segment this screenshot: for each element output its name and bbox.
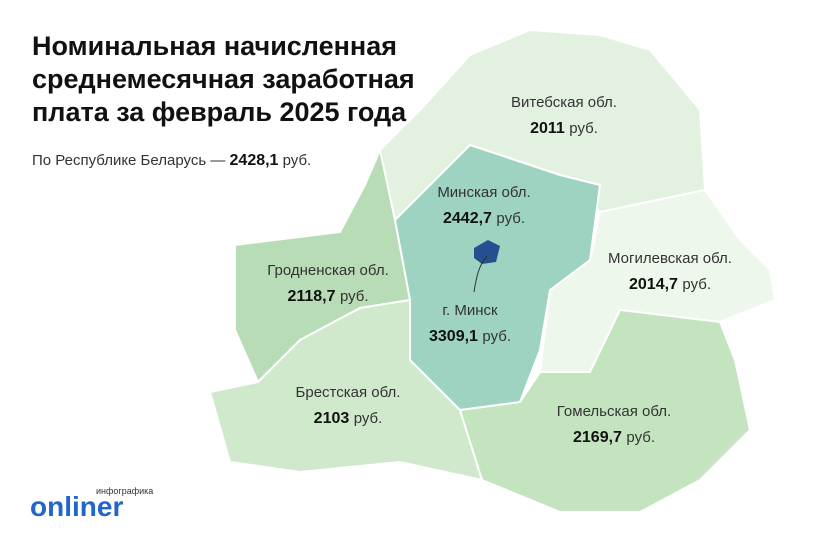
region-value: 2442,7	[443, 210, 492, 227]
region-value-line: 3309,1 руб.	[429, 328, 511, 345]
region-value-line: 2011 руб.	[530, 120, 598, 137]
region-value: 2103	[314, 410, 350, 427]
region-unit: руб.	[482, 328, 511, 345]
minsk-city	[474, 240, 500, 264]
region-name: Гомельская обл.	[557, 403, 671, 420]
region-value-line: 2014,7 руб.	[629, 276, 711, 293]
region-value-line: 2118,7 руб.	[287, 288, 368, 305]
region-unit: руб.	[569, 120, 598, 137]
region-unit: руб.	[682, 276, 711, 293]
subtitle-unit: руб.	[283, 152, 312, 169]
region-labels: Витебская обл. 2011 руб. Минская обл. 2442,…	[267, 94, 732, 446]
region-value-line: 2169,7 руб.	[573, 429, 655, 446]
region-value: 2014,7	[629, 276, 678, 293]
region-unit: руб.	[354, 410, 383, 427]
logo-caption: инфографика	[96, 486, 153, 496]
region-value: 2118,7	[287, 288, 335, 305]
region-value-line: 2442,7 руб.	[443, 210, 525, 227]
region-value: 2011	[530, 120, 565, 137]
title-line: плата за февраль 2025 года	[32, 97, 407, 127]
title-line: Номинальная начисленная	[32, 31, 397, 61]
region-unit: руб.	[496, 210, 525, 227]
region-name: г. Минск	[442, 302, 498, 319]
region-name: Могилевская обл.	[608, 250, 732, 267]
subtitle: По Республике Беларусь — 2428,1 руб.	[32, 152, 311, 169]
region-value-line: 2103 руб.	[314, 410, 383, 427]
region-unit: руб.	[340, 288, 369, 305]
region-name: Гродненская обл.	[267, 262, 389, 279]
region-gomel	[458, 308, 752, 513]
region-name: Брестская обл.	[296, 384, 401, 401]
header: Номинальная начисленная среднемесячная з…	[32, 31, 415, 169]
region-name: Минская обл.	[437, 184, 530, 201]
region-minsk	[393, 143, 602, 412]
map	[208, 28, 777, 513]
logo-brand: onliner	[30, 491, 123, 522]
subtitle-text: По Республике Беларусь —	[32, 152, 225, 169]
region-value: 3309,1	[429, 328, 478, 345]
subtitle-value: 2428,1	[230, 152, 279, 169]
region-name: Витебская обл.	[511, 94, 617, 111]
title-line: среднемесячная заработная	[32, 64, 415, 94]
region-unit: руб.	[626, 429, 655, 446]
logo: инфографика onliner	[30, 486, 153, 522]
region-value: 2169,7	[573, 429, 622, 446]
pointer-arrow	[473, 255, 488, 293]
